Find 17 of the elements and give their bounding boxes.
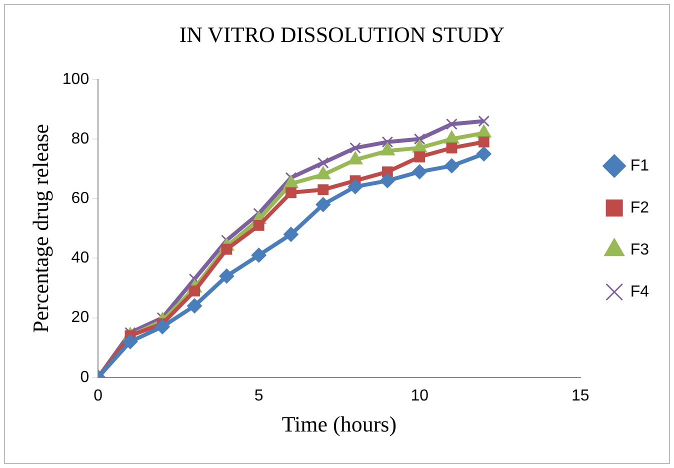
y-tick-label: 20 bbox=[71, 309, 90, 326]
y-tick-label: 0 bbox=[80, 368, 90, 386]
y-tick-label: 100 bbox=[62, 70, 90, 88]
x-tick-label: 0 bbox=[94, 387, 103, 404]
x-axis-title: Time (hours) bbox=[282, 412, 397, 437]
legend-label: F1 bbox=[630, 157, 650, 174]
x-tick-label: 5 bbox=[254, 387, 264, 404]
chart-title: IN VITRO DISSOLUTION STUDY bbox=[179, 22, 505, 47]
y-tick-label: 80 bbox=[71, 130, 90, 148]
x-tick-label: 10 bbox=[410, 387, 429, 404]
legend-label: F3 bbox=[630, 241, 650, 258]
x-tick-label: 15 bbox=[571, 387, 590, 404]
y-tick-label: 60 bbox=[71, 190, 90, 208]
y-tick-label: 40 bbox=[71, 250, 90, 267]
y-axis-title: Percentage drug release bbox=[28, 124, 53, 333]
legend-label: F4 bbox=[630, 283, 650, 300]
legend-label: F2 bbox=[630, 199, 650, 216]
